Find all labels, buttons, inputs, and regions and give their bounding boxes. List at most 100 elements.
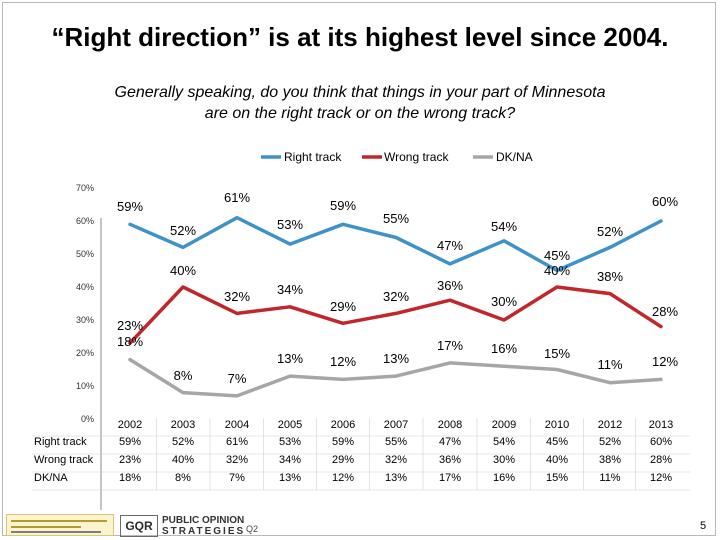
table-cell: 17% — [439, 472, 461, 484]
y-tick-label: 30% — [76, 315, 94, 325]
legend-label: DK/NA — [496, 150, 533, 164]
data-label: 12% — [330, 354, 356, 369]
table-cell: 13% — [385, 472, 407, 484]
table-row-label: Wrong track — [34, 454, 94, 466]
data-label: 28% — [652, 304, 678, 319]
table-cell: 29% — [332, 454, 354, 466]
data-label: 15% — [544, 346, 570, 361]
y-tick-label: 70% — [76, 183, 94, 193]
table-cell: 59% — [332, 436, 354, 448]
table-year-header: 2009 — [492, 419, 516, 431]
data-label: 38% — [597, 269, 623, 284]
question-id: Q2 — [246, 524, 259, 534]
data-label: 12% — [652, 354, 678, 369]
data-label: 18% — [117, 334, 143, 349]
table-cell: 52% — [599, 436, 621, 448]
subtitle-line-2: are on the right track or on the wrong t… — [204, 105, 516, 122]
pos-logo-line1: PUBLIC OPINION — [162, 515, 245, 526]
table-cell: 52% — [172, 436, 194, 448]
table-cell: 34% — [279, 454, 301, 466]
data-label: 59% — [117, 199, 143, 214]
data-label: 53% — [277, 217, 303, 232]
data-label: 36% — [437, 278, 463, 293]
table-year-header: 2005 — [278, 419, 302, 431]
data-label: 11% — [597, 357, 622, 372]
data-label: 16% — [491, 341, 517, 356]
table-row-label: DK/NA — [34, 472, 68, 484]
data-label: 47% — [437, 238, 463, 253]
table-row-label: Right track — [34, 436, 87, 448]
table-cell: 61% — [226, 436, 248, 448]
y-tick-label: 20% — [76, 348, 94, 358]
table-cell: 60% — [650, 436, 672, 448]
table-cell: 23% — [119, 454, 141, 466]
table-year-header: 2010 — [545, 419, 569, 431]
data-label: 52% — [597, 224, 623, 239]
subtitle-line-1: Generally speaking, do you think that th… — [114, 84, 606, 101]
table-cell: 15% — [546, 472, 568, 484]
table-cell: 32% — [226, 454, 248, 466]
data-label: 7% — [228, 371, 247, 386]
pos-logo: PUBLIC OPINION STRATEGIES — [162, 515, 245, 537]
table-year-header: 2002 — [118, 419, 142, 431]
data-label: 23% — [117, 318, 143, 333]
table-cell: 32% — [385, 454, 407, 466]
table-cell: 28% — [650, 454, 672, 466]
sponsor-logo-stripe — [11, 520, 107, 522]
table-cell: 36% — [439, 454, 461, 466]
y-tick-label: 0% — [81, 414, 94, 424]
table-year-header: 2012 — [598, 419, 622, 431]
table-cell: 59% — [119, 436, 141, 448]
slide-subtitle: Generally speaking, do you think that th… — [60, 82, 660, 124]
table-year-header: 2008 — [438, 419, 462, 431]
legend-label: Right track — [284, 150, 342, 164]
sponsor-logo-stripe — [11, 526, 81, 528]
series-line-dk-na — [128, 357, 663, 398]
legend-label: Wrong track — [384, 150, 449, 164]
table-cell: 54% — [493, 436, 515, 448]
table-cell: 30% — [493, 454, 515, 466]
data-label: 13% — [277, 351, 303, 366]
data-label: 40% — [170, 263, 196, 278]
data-label: 32% — [383, 289, 409, 304]
table-year-header: 2003 — [171, 419, 195, 431]
data-label: 32% — [224, 289, 250, 304]
table-cell: 11% — [599, 472, 620, 484]
gqr-logo: GQR — [120, 515, 158, 537]
data-label: 52% — [170, 223, 196, 238]
table-year-header: 2006 — [331, 419, 355, 431]
sponsor-logo-stripe — [11, 531, 101, 533]
table-cell: 47% — [439, 436, 461, 448]
data-label: 60% — [652, 194, 678, 209]
data-label: 13% — [383, 351, 409, 366]
data-label: 29% — [330, 299, 356, 314]
data-label: 34% — [277, 282, 303, 297]
table-cell: 40% — [172, 454, 194, 466]
data-label: 17% — [437, 338, 463, 353]
data-label: 61% — [224, 190, 250, 205]
data-label: 59% — [330, 198, 356, 213]
table-cell: 38% — [599, 454, 621, 466]
data-label: 55% — [383, 211, 409, 226]
table-cell: 16% — [493, 472, 515, 484]
table-cell: 53% — [279, 436, 301, 448]
table-cell: 12% — [650, 472, 672, 484]
data-label: 40% — [544, 263, 570, 278]
y-tick-label: 40% — [76, 282, 94, 292]
table-cell: 40% — [546, 454, 568, 466]
data-label: 8% — [174, 368, 193, 383]
table-cell: 12% — [332, 472, 354, 484]
series-line-right-track — [128, 215, 663, 273]
y-tick-label: 50% — [76, 249, 94, 259]
y-tick-label: 10% — [76, 381, 94, 391]
data-label: 30% — [491, 294, 517, 309]
data-label: 45% — [544, 248, 570, 263]
table-cell: 13% — [279, 472, 301, 484]
slide-title: “Right direction” is at its highest leve… — [51, 22, 669, 52]
table-year-header: 2004 — [225, 419, 249, 431]
table-cell: 55% — [385, 436, 407, 448]
data-label: 54% — [491, 219, 517, 234]
pos-logo-line2: STRATEGIES — [162, 526, 246, 537]
